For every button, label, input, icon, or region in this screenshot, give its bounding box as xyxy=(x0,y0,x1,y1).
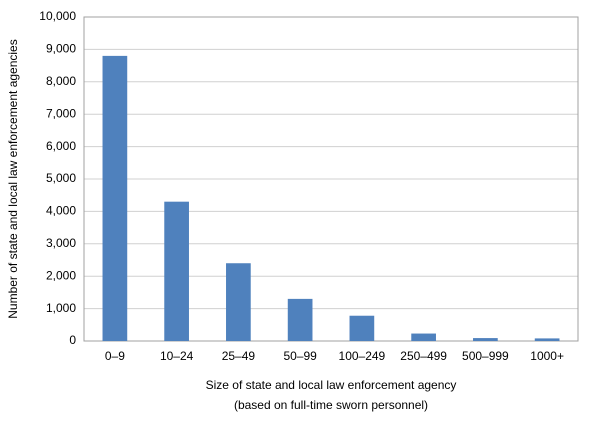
x-axis-subtitle: (based on full-time sworn personnel) xyxy=(234,398,428,412)
bar xyxy=(164,201,189,341)
x-tick-label: 0–9 xyxy=(105,349,125,363)
bar xyxy=(287,298,313,341)
y-axis-title: Number of state and local law enforcemen… xyxy=(6,39,20,319)
y-tick-label: 7,000 xyxy=(46,106,76,120)
y-tick-label: 4,000 xyxy=(46,204,76,218)
bar xyxy=(102,55,128,341)
y-tick-label: 2,000 xyxy=(46,268,76,282)
y-tick-label: 0 xyxy=(69,333,76,347)
y-tick-label: 10,000 xyxy=(39,9,76,23)
x-tick-label: 500–999 xyxy=(462,349,509,363)
x-tick-label: 1000+ xyxy=(530,349,564,363)
bar xyxy=(534,338,560,341)
x-tick-label: 50–99 xyxy=(283,349,317,363)
y-tick-label: 9,000 xyxy=(46,42,76,56)
y-tick-label: 6,000 xyxy=(46,139,76,153)
x-tick-label: 100–249 xyxy=(339,349,386,363)
bar xyxy=(411,333,436,341)
x-tick-label: 25–49 xyxy=(222,349,256,363)
x-tick-label: 10–24 xyxy=(160,349,194,363)
y-tick-label: 1,000 xyxy=(46,301,76,315)
x-axis-title: Size of state and local law enforcement … xyxy=(206,378,457,392)
bar xyxy=(349,315,375,341)
bar xyxy=(226,263,251,341)
bar xyxy=(473,338,498,341)
y-tick-label: 3,000 xyxy=(46,236,76,250)
y-tick-label: 8,000 xyxy=(46,74,76,88)
y-tick-label: 5,000 xyxy=(46,171,76,185)
plot-border xyxy=(83,16,579,342)
x-tick-label: 250–499 xyxy=(400,349,447,363)
